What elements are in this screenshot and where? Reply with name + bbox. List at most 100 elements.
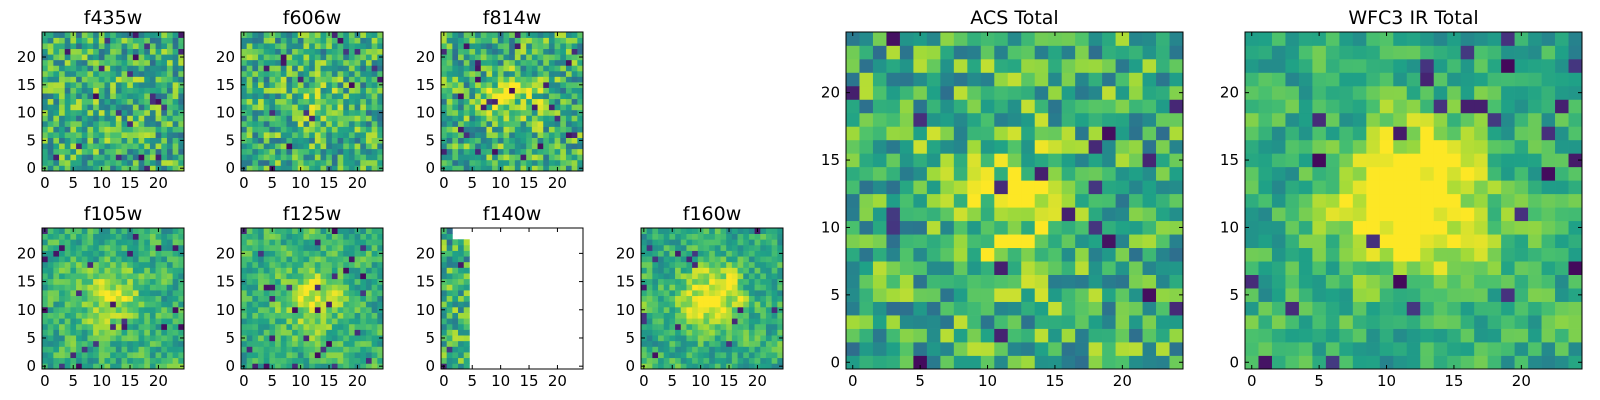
heatmap-cell — [926, 274, 941, 289]
heatmap-cell — [104, 239, 111, 246]
heatmap-cell — [360, 115, 367, 122]
heatmap-cell — [446, 54, 453, 61]
heatmap-cell — [371, 312, 378, 319]
heatmap-cell — [348, 48, 355, 55]
heatmap-cell — [241, 261, 248, 268]
heatmap-cell — [360, 104, 367, 111]
heatmap-cell — [155, 126, 162, 133]
heatmap-cell — [115, 335, 122, 342]
heatmap-cell — [1169, 126, 1184, 141]
heatmap-cell — [675, 244, 682, 251]
heatmap-cell — [59, 82, 66, 88]
heatmap-cell — [771, 340, 778, 347]
heatmap-cell — [463, 261, 470, 268]
heatmap-cell — [846, 342, 860, 356]
heatmap-cell — [463, 32, 470, 38]
heatmap-cell — [320, 273, 327, 280]
heatmap-cell — [115, 352, 122, 359]
heatmap-cell — [646, 273, 653, 280]
heatmap-cell — [360, 261, 367, 268]
heatmap-cell — [692, 244, 699, 251]
heatmap-cell — [669, 323, 676, 330]
heatmap-cell — [98, 120, 105, 127]
heatmap-cell — [360, 132, 367, 138]
heatmap-cell — [138, 104, 145, 111]
heatmap-cell — [703, 301, 710, 308]
heatmap-cell — [720, 312, 727, 319]
heatmap-cell — [765, 312, 772, 319]
heatmap-cell — [571, 59, 578, 66]
heatmap-cell — [127, 267, 134, 274]
heatmap-cell — [365, 154, 372, 161]
heatmap-cell — [155, 346, 162, 353]
heatmap-cell — [543, 54, 550, 61]
heatmap-cell — [76, 273, 83, 280]
heatmap-cell — [42, 295, 49, 302]
heatmap-cell — [314, 37, 321, 44]
heatmap-cell — [275, 267, 282, 274]
heatmap-cell — [172, 306, 179, 313]
heatmap-cell — [771, 261, 778, 268]
heatmap-cell — [104, 228, 111, 234]
heatmap-cell — [343, 48, 350, 55]
heatmap-cell — [1034, 261, 1049, 275]
heatmap-cell — [458, 256, 465, 263]
heatmap-cell — [1258, 301, 1273, 316]
heatmap-cell — [737, 267, 744, 274]
heatmap-cell — [297, 295, 304, 302]
heatmap-cell — [692, 312, 699, 319]
heatmap-cell — [1406, 274, 1421, 289]
heatmap-cell — [663, 228, 670, 234]
heatmap-cell — [1312, 301, 1327, 316]
heatmap-cell — [480, 76, 487, 83]
heatmap-cell — [98, 273, 105, 280]
heatmap-cell — [1034, 328, 1049, 343]
heatmap-cell — [1061, 99, 1076, 114]
heatmap-cell — [343, 82, 350, 88]
heatmap-cell — [292, 228, 299, 234]
heatmap-cell — [859, 220, 874, 235]
heatmap-cell — [514, 76, 521, 83]
heatmap-cell — [360, 278, 367, 285]
heatmap-cell — [726, 318, 733, 325]
heatmap-cell — [754, 318, 761, 325]
heatmap-cell — [548, 87, 555, 94]
heatmap-cell — [1048, 355, 1063, 370]
heatmap-cell — [138, 32, 145, 38]
heatmap-cell — [286, 261, 293, 268]
heatmap-cell — [899, 315, 914, 329]
heatmap-cell — [953, 45, 968, 60]
heatmap-cell — [765, 267, 772, 274]
heatmap-cell — [337, 363, 344, 370]
heatmap-cell — [258, 244, 265, 251]
heatmap-cell — [692, 261, 699, 268]
heatmap-cell — [1034, 58, 1049, 73]
heatmap-cell — [53, 284, 60, 291]
heatmap-cell — [446, 312, 453, 319]
heatmap-cell — [714, 267, 721, 274]
heatmap-cell — [297, 239, 304, 246]
heatmap-cell — [149, 284, 156, 291]
heatmap-cell — [1514, 301, 1529, 316]
axes-frame — [41, 227, 185, 370]
heatmap-cell — [872, 153, 887, 168]
heatmap-cell — [371, 82, 378, 88]
heatmap-cell — [872, 112, 887, 127]
heatmap-cell — [726, 284, 733, 291]
heatmap-cell — [886, 261, 901, 275]
heatmap-cell — [246, 120, 253, 127]
heatmap-cell — [913, 139, 928, 154]
panel-title: f606w — [283, 7, 342, 29]
heatmap-cell — [458, 148, 465, 155]
heatmap-cell — [292, 244, 299, 251]
heatmap-cell — [258, 37, 265, 44]
heatmap-cell — [138, 48, 145, 55]
heatmap-cell — [172, 87, 179, 94]
heatmap-cell — [76, 59, 83, 66]
heatmap-cell — [899, 45, 914, 60]
heatmap-cell — [314, 43, 321, 50]
heatmap-cell — [577, 132, 584, 138]
heatmap-cell — [531, 120, 538, 127]
heatmap-cell — [115, 137, 122, 144]
y-tick-label: 5 — [830, 286, 840, 304]
